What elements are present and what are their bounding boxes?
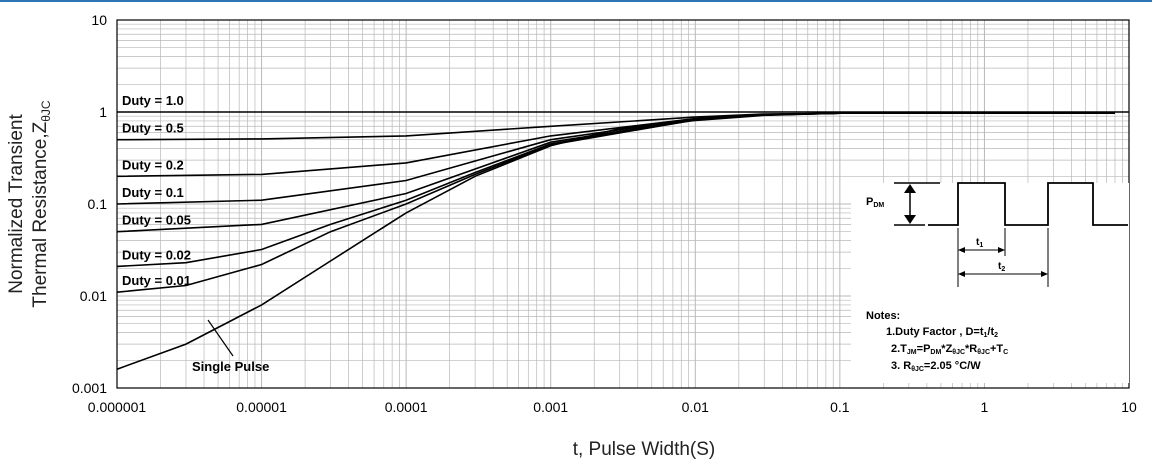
duty-label: Duty = 0.01 <box>122 273 191 288</box>
pdm-label: PDM <box>866 196 884 209</box>
y-axis-title-line2: Thermal Resistance,ZθJC <box>30 100 53 308</box>
x-tick-label: 10 <box>1121 399 1137 415</box>
duty-label: Duty = 0.1 <box>122 185 184 200</box>
duty-label: Duty = 0.2 <box>122 157 184 172</box>
note-2: 2.TJM=PDM*ZθJC*RθJC+TC <box>891 343 1008 356</box>
x-tick-label: 0.001 <box>533 399 568 415</box>
y-tick-label: 0.001 <box>72 380 107 396</box>
pulse-diagram-inset: PDM t1 t2 Notes: 1.Duty Factor , D=t1/t2… <box>851 182 1129 383</box>
duty-label: Duty = 0.05 <box>122 213 191 228</box>
pdm-arrow-up <box>904 184 916 193</box>
t2-arrowhead-left <box>958 271 965 277</box>
y-axis-title-subscript: θJC <box>39 100 53 122</box>
t1-arrowhead-left <box>958 247 965 253</box>
x-tick-label: 0.0001 <box>385 399 428 415</box>
x-tick-label: 0.000001 <box>88 399 147 415</box>
t1-label: t1 <box>976 237 983 249</box>
duty-labels: Duty = 1.0 Duty = 0.5 Duty = 0.2 Duty = 0.1… <box>122 93 191 288</box>
x-axis-title: t, Pulse Width(S) <box>573 439 716 460</box>
t2-label: t2 <box>998 261 1005 273</box>
duty-label: Duty = 0.02 <box>122 247 191 262</box>
notes-title: Notes: <box>866 310 900 322</box>
x-tick-label: 0.1 <box>830 399 850 415</box>
single-pulse-label: Single Pulse <box>192 359 269 374</box>
pulse-waveform <box>928 182 1128 226</box>
y-tick-label: 0.01 <box>80 288 107 304</box>
x-tick-label: 0.00001 <box>236 399 287 415</box>
t2-arrowhead-right <box>1041 271 1048 277</box>
y-tick-label: 10 <box>91 12 107 28</box>
t1-arrowhead-right <box>998 247 1005 253</box>
duty-label: Duty = 0.5 <box>122 121 184 136</box>
x-tick-label: 0.01 <box>682 399 709 415</box>
inset-background <box>851 183 1129 383</box>
duty-label: Duty = 1.0 <box>122 93 184 108</box>
y-tick-label: 1 <box>99 104 107 120</box>
y-tick-labels: 10 1 0.1 0.01 0.001 <box>72 12 107 396</box>
curve-single-pulse <box>116 112 1115 370</box>
x-tick-label: 1 <box>981 399 989 415</box>
note-1: 1.Duty Factor , D=t1/t2 <box>886 326 998 339</box>
note-3: 3. RθJC=2.05 °C/W <box>891 360 981 373</box>
y-tick-label: 0.1 <box>88 196 108 212</box>
pdm-arrow-down <box>904 215 916 224</box>
single-pulse-pointer <box>207 319 234 357</box>
x-tick-labels: 0.000001 0.00001 0.0001 0.001 0.01 0.1 1 10 <box>88 399 1137 415</box>
curves <box>116 111 1129 370</box>
y-axis-title-line1: Normalized Transient <box>6 114 27 294</box>
top-accent-line <box>0 0 1152 2</box>
